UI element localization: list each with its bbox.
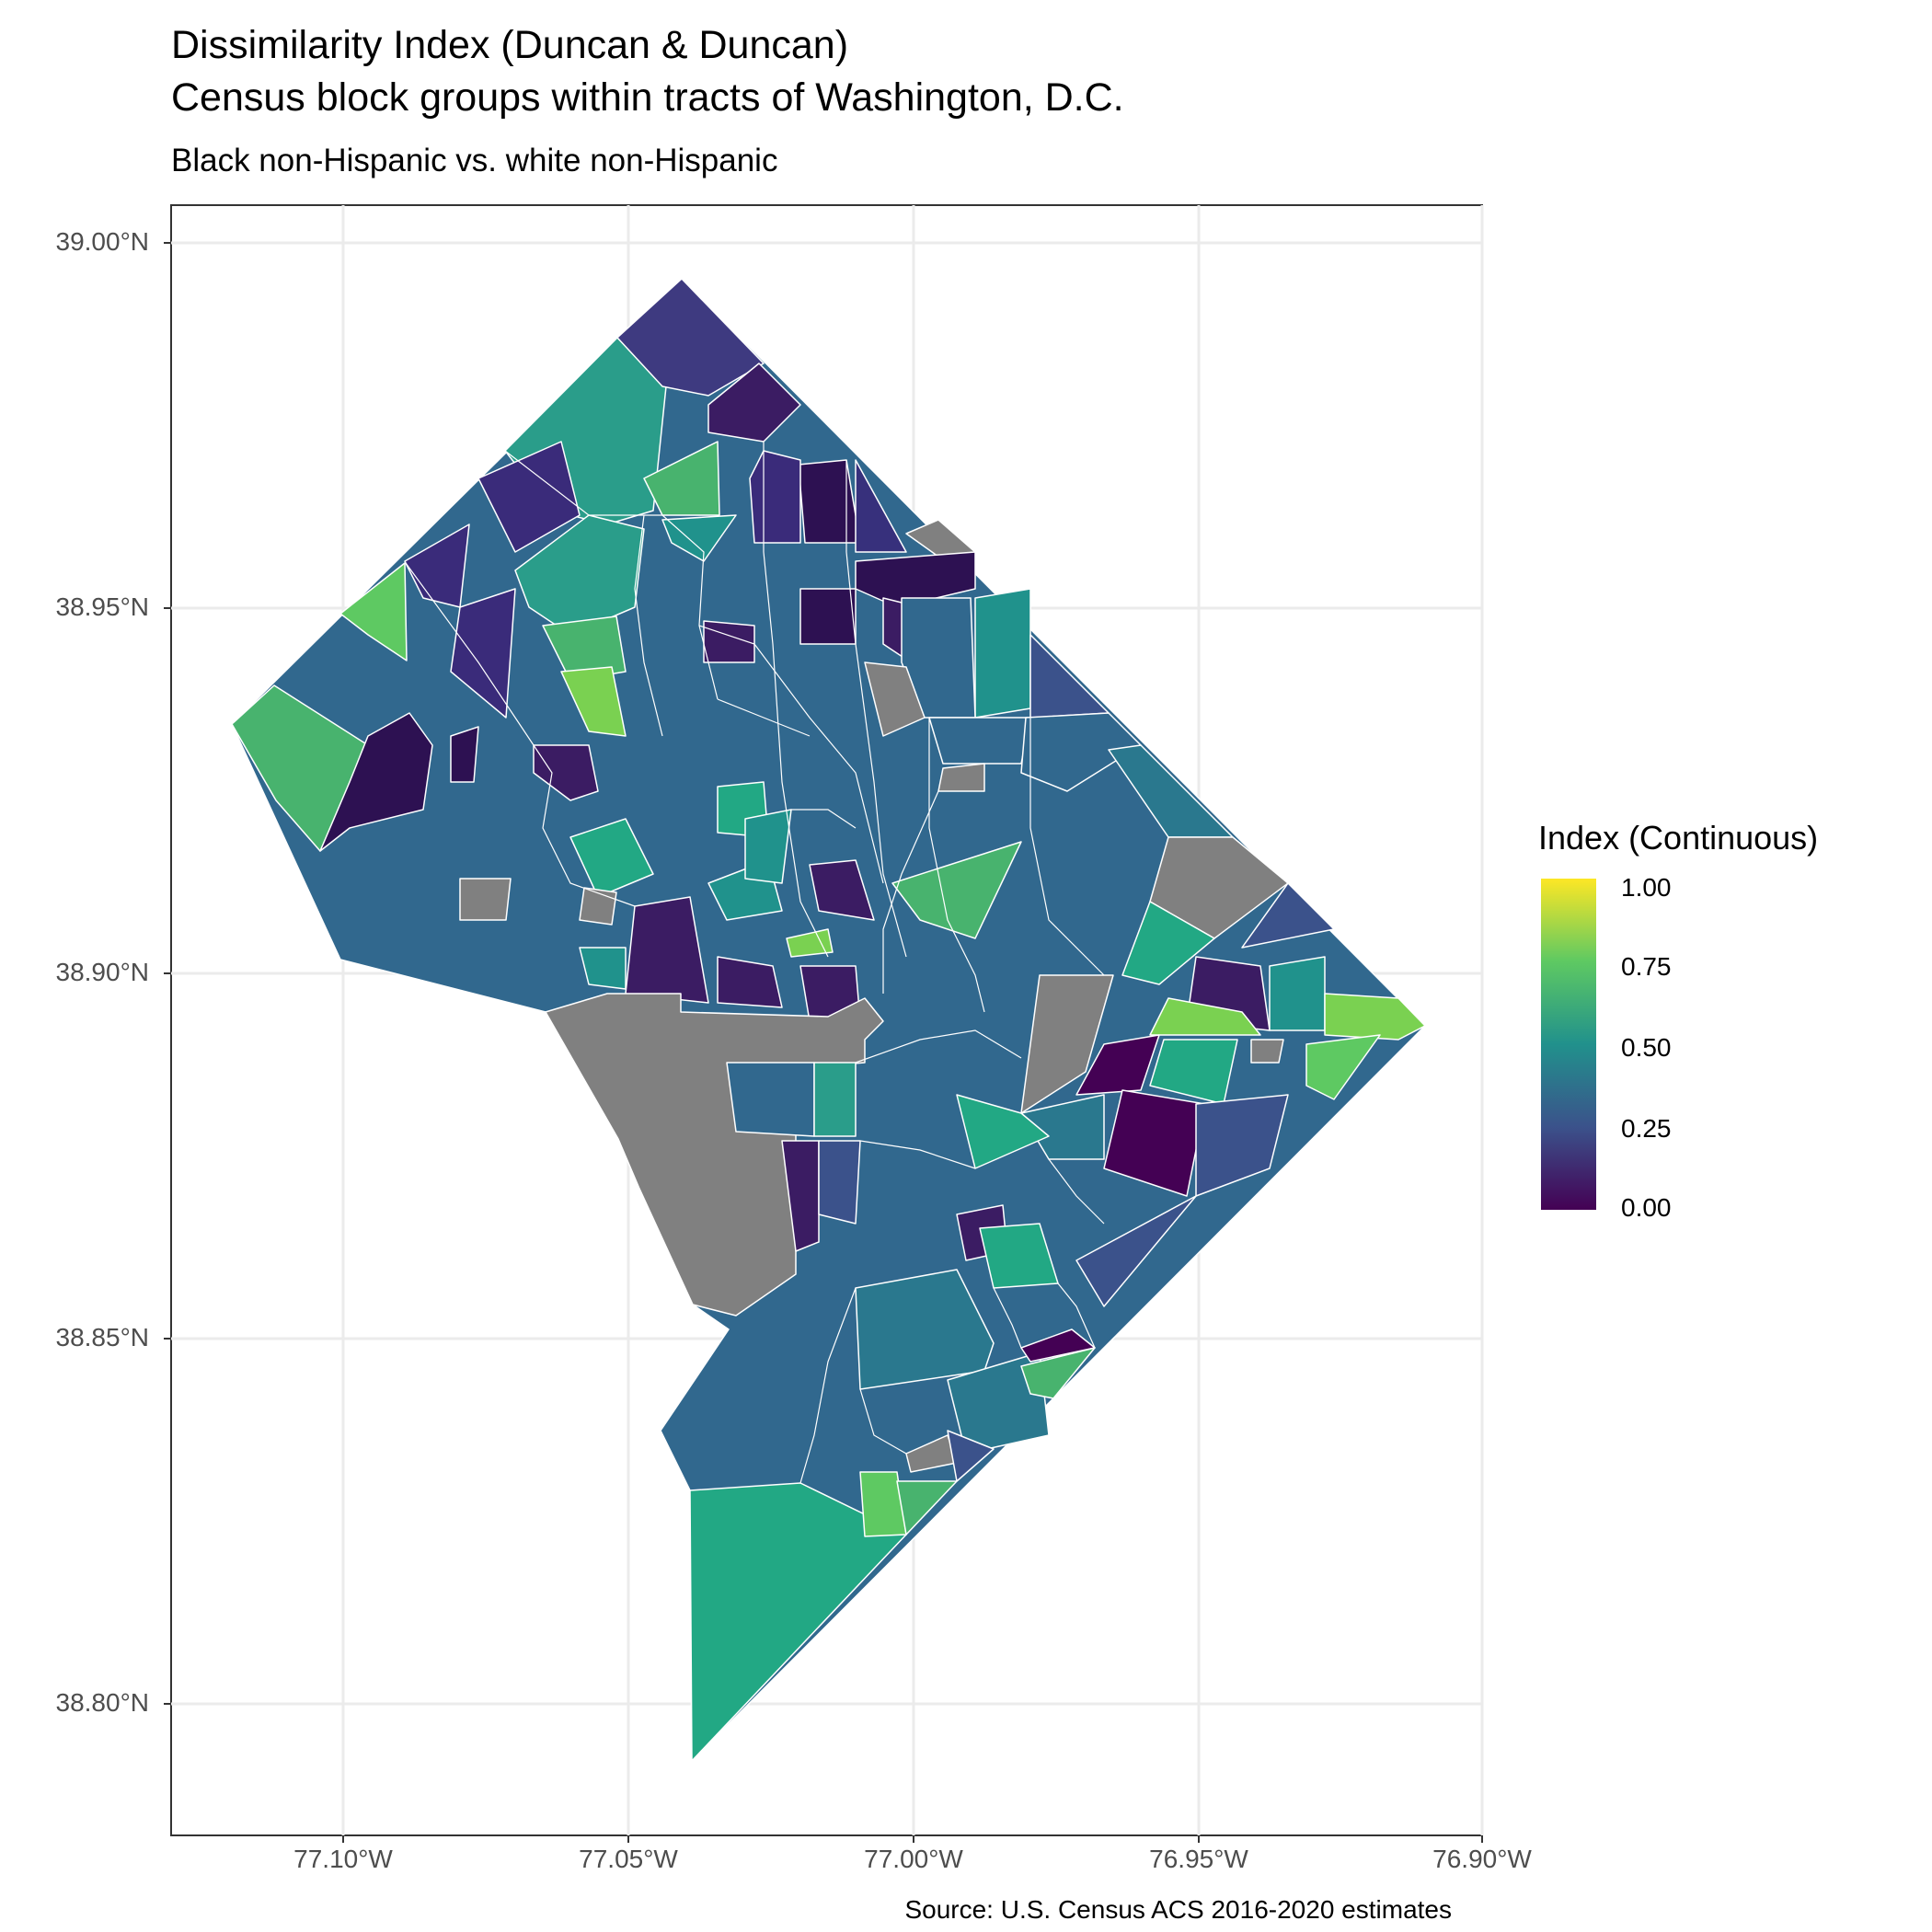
region-ne-23 xyxy=(1250,1039,1284,1064)
region-ne-3 xyxy=(864,661,926,737)
y-tick-label: 38.85°N xyxy=(55,1323,150,1351)
region-ne-13 xyxy=(1269,956,1326,1031)
region-ne-7 xyxy=(1020,712,1142,792)
legend-label: 0.00 xyxy=(1621,1193,1672,1222)
region-n-5 xyxy=(855,459,907,553)
y-tick-label: 38.95°N xyxy=(55,592,150,621)
region-c-5 xyxy=(809,859,875,921)
y-tick-label: 39.00°N xyxy=(55,227,150,256)
region-ne-18 xyxy=(1075,1034,1160,1096)
region-sw-1 xyxy=(726,1062,815,1137)
region-c-11 xyxy=(579,887,617,926)
tract-lines xyxy=(405,442,1105,1484)
region-ne-15 xyxy=(1149,997,1261,1036)
legend-label: 0.25 xyxy=(1621,1114,1672,1143)
region-sw-2 xyxy=(813,1062,857,1137)
x-tick-label: 76.95°W xyxy=(1149,1845,1248,1873)
region-ne-9 xyxy=(1149,836,1289,939)
region-ne-17 xyxy=(1305,1034,1381,1100)
region-ne-14 xyxy=(1324,993,1426,1041)
dc-map xyxy=(231,278,1426,1762)
region-ne-19 xyxy=(1103,1089,1206,1197)
x-tick-label: 76.90°W xyxy=(1432,1845,1532,1873)
region-n-4 xyxy=(749,450,801,544)
region-sw-3 xyxy=(781,1140,820,1252)
region-c-10 xyxy=(459,878,512,921)
region-ne-1 xyxy=(974,588,1031,719)
axis-ticks xyxy=(164,242,1483,1843)
region-ne-6 xyxy=(937,763,985,792)
region-se-5 xyxy=(947,1351,1050,1455)
region-n-11 xyxy=(477,441,581,553)
legend-title: Index (Continuous) xyxy=(1538,819,1819,857)
region-n-1 xyxy=(616,278,765,397)
region-se-10 xyxy=(896,1480,958,1535)
region-ne-5 xyxy=(928,717,1031,765)
region-nw-7 xyxy=(542,615,627,682)
source-caption: Source: U.S. Census ACS 2016-2020 estima… xyxy=(904,1895,1452,1924)
region-se-1 xyxy=(956,1094,1050,1169)
region-ne-10 xyxy=(1241,882,1335,949)
region-c-7 xyxy=(569,818,654,898)
region-ne-11 xyxy=(1121,901,1215,985)
x-tick-label: 77.05°W xyxy=(579,1845,678,1873)
region-c-2 xyxy=(625,896,709,1004)
region-ne-20 xyxy=(1020,974,1114,1114)
region-n-16 xyxy=(533,744,599,801)
region-se-7 xyxy=(1020,1347,1096,1399)
region-se-12 xyxy=(1075,1195,1197,1307)
chart-title-line2: Census block groups within tracts of Was… xyxy=(171,75,1124,120)
region-se-11 xyxy=(947,1430,995,1482)
legend-colorbar xyxy=(1541,879,1596,1210)
region-se-4 xyxy=(855,1269,995,1390)
region-ne-21 xyxy=(1020,1094,1105,1160)
region-n-15 xyxy=(450,726,479,783)
chart-title-line1: Dissimilarity Index (Duncan & Duncan) xyxy=(171,23,849,67)
region-n-14 xyxy=(319,712,433,852)
chart-subtitle: Black non-Hispanic vs. white non-Hispani… xyxy=(171,143,778,178)
region-c-8 xyxy=(786,928,834,958)
legend-label: 1.00 xyxy=(1621,873,1672,902)
region-c-9 xyxy=(579,947,627,990)
region-nw-5 xyxy=(643,441,720,516)
region-n-13 xyxy=(450,588,516,719)
region-n-2 xyxy=(707,362,801,443)
x-tick-label: 77.00°W xyxy=(864,1845,963,1873)
legend-label: 0.75 xyxy=(1621,952,1672,981)
region-nw-2 xyxy=(339,562,408,661)
y-tick-label: 38.80°N xyxy=(55,1688,150,1717)
legend-label: 0.50 xyxy=(1621,1033,1672,1062)
region-sw-4 xyxy=(818,1140,861,1225)
region-nw-6 xyxy=(661,514,737,562)
region-c-13 xyxy=(744,809,792,884)
region-c-3 xyxy=(717,956,783,1008)
region-nw-8 xyxy=(560,666,627,737)
x-tick-label: 77.10°W xyxy=(293,1845,393,1873)
region-ne-22 xyxy=(1195,1094,1289,1197)
region-c-1 xyxy=(891,841,1022,939)
y-tick-label: 38.90°N xyxy=(55,958,150,986)
region-n-8 xyxy=(799,588,857,645)
